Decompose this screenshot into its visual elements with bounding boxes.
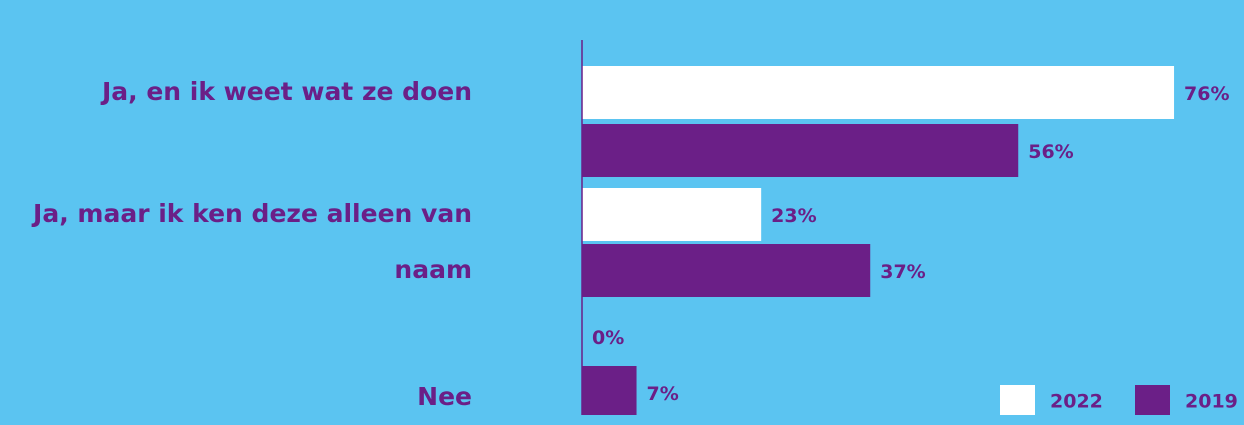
page: {"chart_data": {"type": "bar", "orientat…	[33, 40, 1238, 415]
category-label: Ja, en ik weet wat ze doen	[101, 77, 472, 106]
legend-label: 2019	[1185, 391, 1238, 413]
bar	[582, 366, 637, 415]
value-label: 76%	[1184, 83, 1229, 105]
legend-swatch	[1135, 385, 1170, 415]
category-label: Nee	[417, 382, 472, 411]
legend-label: 2022	[1050, 391, 1103, 413]
chart: 76% 56% 23% 37% 0% 7% 2022 2019	[581, 40, 1238, 415]
bar	[582, 66, 1175, 119]
category-label: Ja, maar ik ken deze alleen van naam	[33, 199, 472, 284]
value-label: 0%	[592, 327, 624, 349]
bar	[582, 124, 1019, 177]
bar	[582, 244, 871, 297]
legend-swatch	[1000, 385, 1035, 415]
value-label: 56%	[1028, 141, 1073, 163]
bar	[582, 188, 762, 241]
value-label: 23%	[771, 205, 816, 227]
value-label: 7%	[647, 383, 679, 405]
value-label: 37%	[880, 261, 925, 283]
